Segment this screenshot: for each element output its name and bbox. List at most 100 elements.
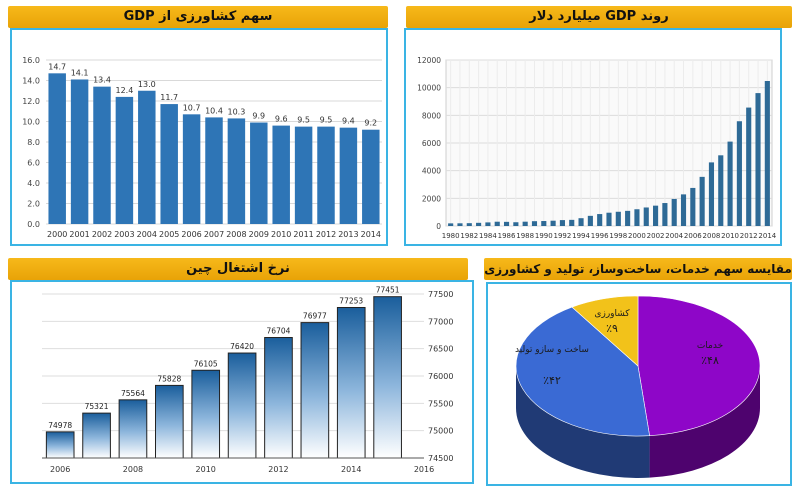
x-tick-label: 2008 xyxy=(226,230,246,239)
y-tick-label: 0.0 xyxy=(27,220,40,229)
x-tick-label: 2012 xyxy=(740,232,758,240)
y-tick-label: 2.0 xyxy=(27,200,40,209)
bar xyxy=(718,155,724,226)
bar xyxy=(227,118,246,224)
bar xyxy=(336,307,366,459)
bar xyxy=(755,93,761,226)
data-label: 76704 xyxy=(267,327,291,336)
data-label: 9.5 xyxy=(320,116,333,125)
gdp-trend-title: روند GDP میلیارد دلار xyxy=(529,9,669,24)
y-tick-label: 4.0 xyxy=(27,179,40,188)
y-tick-label: 6000 xyxy=(422,139,441,148)
y-tick-label: 6.0 xyxy=(27,159,40,168)
bar xyxy=(362,129,380,224)
bar xyxy=(182,114,201,224)
bar xyxy=(615,211,621,226)
bar xyxy=(671,198,677,226)
bar xyxy=(205,117,223,224)
bar xyxy=(680,194,687,226)
bar xyxy=(264,337,293,459)
bar xyxy=(70,79,89,224)
data-label: 14.7 xyxy=(48,62,66,71)
slice-label: کشاورزی xyxy=(594,309,630,319)
employment-frame: 74500 75000 75500 76000 76500 77000 77500 74978… xyxy=(10,280,474,484)
x-tick-label: 1988 xyxy=(516,232,534,240)
bar xyxy=(587,215,593,226)
bar xyxy=(466,223,472,226)
x-tick-label: 2012 xyxy=(316,230,336,239)
x-tick-label: 2012 xyxy=(268,465,288,474)
y-tick-label: 12000 xyxy=(417,56,441,65)
bar xyxy=(690,187,696,226)
x-tick-label: 2004 xyxy=(665,232,683,240)
data-label: 77253 xyxy=(339,297,363,306)
bar xyxy=(746,107,752,226)
gdp-trend-header: روند GDP میلیارد دلار xyxy=(406,6,792,28)
bar xyxy=(597,214,603,226)
bar xyxy=(160,104,178,224)
data-label: 13.4 xyxy=(93,76,111,85)
bar xyxy=(503,221,510,226)
x-tick-label: 2010 xyxy=(271,230,291,239)
x-tick-label: 1980 xyxy=(442,232,460,240)
data-label: 11.7 xyxy=(160,93,178,102)
agri-share-chart: 0.0 2.0 4.0 6.0 8.0 10.0 12.0 14.0 16.0 14.7 2000 1… xyxy=(22,56,382,239)
bar xyxy=(708,162,715,226)
data-label: 9.9 xyxy=(252,112,265,121)
slice-label: ساخت و سازو تولید xyxy=(515,345,589,355)
x-tick-label: 1996 xyxy=(591,232,609,240)
bar xyxy=(559,220,565,226)
x-tick-label: 2013 xyxy=(338,230,358,239)
bar xyxy=(115,96,134,224)
data-label: 9.2 xyxy=(364,119,377,128)
bar xyxy=(155,384,184,459)
x-tick-label: 2000 xyxy=(47,230,67,239)
data-label: 10.4 xyxy=(205,106,223,115)
x-tick-label: 2006 xyxy=(181,230,201,239)
slice-value-label: ٪۹ xyxy=(606,322,618,335)
data-label: 10.7 xyxy=(183,103,201,112)
x-tick-label: 1992 xyxy=(554,232,572,240)
bar xyxy=(625,210,631,226)
data-label: 75321 xyxy=(85,402,109,411)
bar xyxy=(457,223,463,226)
pie-slice-side xyxy=(649,366,760,478)
x-tick-label: 2016 xyxy=(414,465,434,474)
bar xyxy=(250,122,268,224)
employment-chart: 74500 75000 75500 76000 76500 77000 77500 74978… xyxy=(42,286,453,474)
x-tick-label: 2005 xyxy=(159,230,179,239)
slice-value-label: ٪۴۲ xyxy=(543,374,561,387)
x-tick-label: 2008 xyxy=(703,232,721,240)
bar xyxy=(653,205,659,226)
y-tick-label: 10000 xyxy=(417,84,441,93)
y-tick-label: 8000 xyxy=(422,111,441,120)
x-tick-label: 2002 xyxy=(647,232,665,240)
data-label: 76977 xyxy=(303,312,327,321)
bar xyxy=(45,431,75,459)
bar xyxy=(373,296,402,459)
bar xyxy=(643,207,649,226)
x-tick-label: 2010 xyxy=(196,465,216,474)
y-tick-label: 77500 xyxy=(428,290,453,299)
x-tick-label: 2006 xyxy=(684,232,702,240)
x-tick-label: 2000 xyxy=(628,232,646,240)
bar xyxy=(522,221,528,226)
bar xyxy=(531,221,538,226)
data-label: 12.4 xyxy=(115,86,133,95)
y-tick-label: 14.0 xyxy=(22,77,40,86)
employment-title: نرخ اشتغال چین xyxy=(186,261,290,276)
x-tick-label: 1984 xyxy=(479,232,497,240)
x-tick-label: 2003 xyxy=(114,230,134,239)
bar xyxy=(300,322,330,459)
x-tick-label: 2004 xyxy=(137,230,157,239)
bar xyxy=(476,222,482,226)
x-tick-label: 2010 xyxy=(721,232,739,240)
bar xyxy=(634,209,640,226)
bar xyxy=(82,412,111,459)
bar xyxy=(93,86,111,225)
bar xyxy=(48,73,66,224)
y-tick-label: 74500 xyxy=(428,454,453,463)
bar xyxy=(541,221,547,226)
bar xyxy=(138,90,156,224)
